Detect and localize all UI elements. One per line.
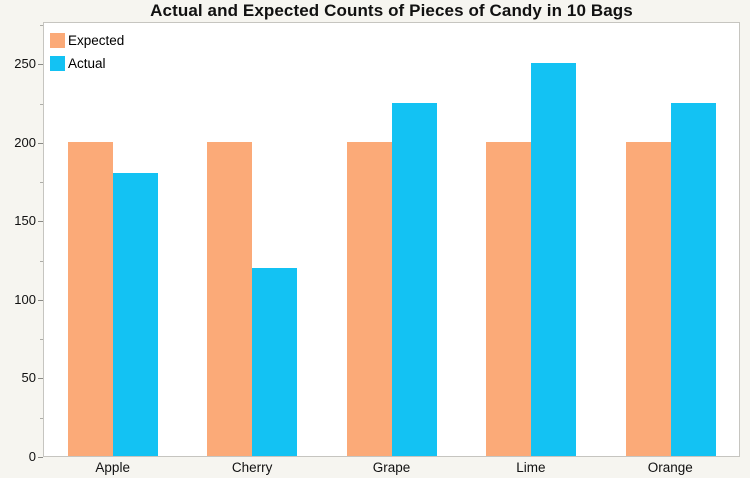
y-tick-label-150: 150 [14, 213, 36, 229]
bar-expected-lime [486, 141, 532, 456]
y-tick-label-100: 100 [14, 291, 36, 307]
bar-expected-grape [346, 141, 392, 456]
y-tick-mark-100 [38, 299, 43, 301]
legend-label-expected: Expected [68, 33, 125, 48]
x-tick-label-lime: Lime [516, 460, 546, 475]
plot-area: Expected Actual [43, 22, 740, 457]
y-minor-tick-mark-175 [40, 182, 43, 184]
y-minor-tick-mark-75 [40, 339, 43, 341]
x-tick-label-apple: Apple [95, 460, 130, 475]
legend-item-actual: Actual [50, 52, 124, 75]
y-minor-tick-mark-125 [40, 260, 43, 262]
y-tick-label-200: 200 [14, 134, 36, 150]
x-tick-label-orange: Orange [647, 460, 693, 475]
bar-expected-apple [68, 141, 113, 456]
bar-actual-apple [113, 173, 158, 456]
y-tick-mark-0 [38, 457, 43, 458]
legend-item-expected: Expected [50, 29, 124, 52]
y-tick-label-50: 50 [21, 370, 36, 386]
x-tick-label-grape: Grape [372, 460, 411, 475]
bar-expected-cherry [207, 141, 253, 456]
y-tick-mark-50 [38, 378, 43, 380]
y-minor-tick-mark-25 [40, 417, 43, 419]
y-tick-mark-250 [38, 64, 43, 66]
bar-expected-orange [625, 141, 671, 456]
y-tick-label-0: 0 [28, 449, 36, 464]
y-minor-tick-mark-225 [40, 103, 43, 105]
x-tick-label-cherry: Cherry [231, 460, 273, 475]
bar-actual-lime [531, 63, 577, 456]
chart-title: Actual and Expected Counts of Pieces of … [150, 1, 633, 20]
legend-swatch-expected [50, 33, 65, 48]
y-minor-tick-mark-275 [40, 25, 43, 27]
bar-actual-grape [391, 102, 437, 456]
y-tick-mark-200 [38, 142, 43, 144]
y-tick-mark-150 [38, 221, 43, 223]
bar-actual-cherry [252, 267, 298, 456]
bar-actual-orange [670, 102, 716, 456]
bars-layer [44, 23, 739, 456]
legend: Expected Actual [50, 29, 124, 75]
legend-label-actual: Actual [68, 56, 106, 71]
legend-swatch-actual [50, 56, 65, 71]
y-tick-label-250: 250 [14, 56, 36, 72]
